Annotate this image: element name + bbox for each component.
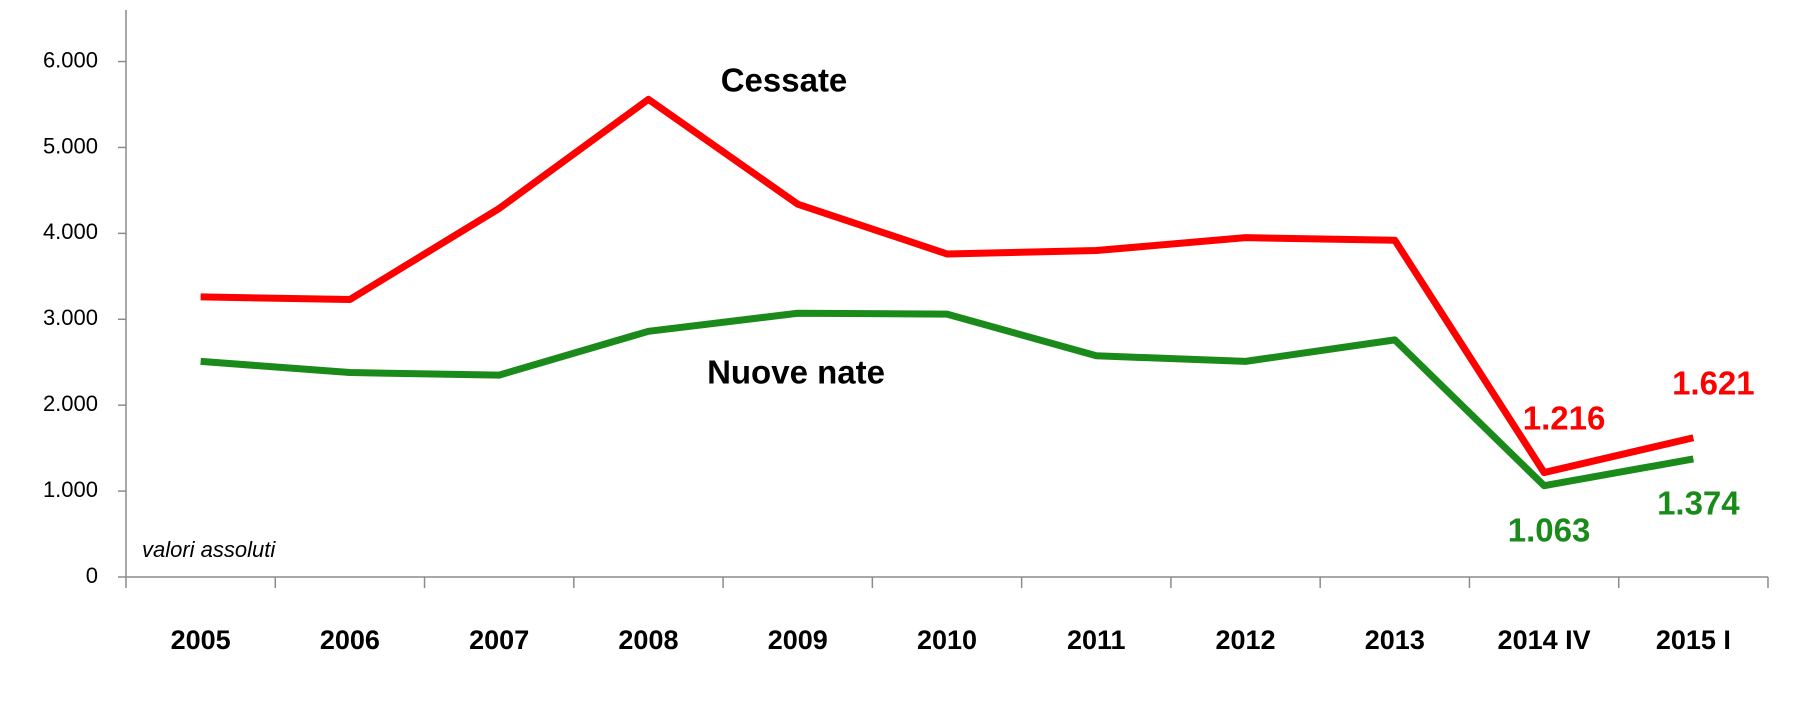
y-tick-label: 1.000 bbox=[43, 477, 98, 502]
y-tick-label: 4.000 bbox=[43, 219, 98, 244]
x-tick-label: 2015 I bbox=[1656, 625, 1731, 655]
series-line bbox=[200, 95, 1695, 477]
y-tick-label: 2.000 bbox=[43, 391, 98, 416]
x-tick-label: 2005 bbox=[171, 625, 231, 655]
annotation: valori assoluti bbox=[142, 537, 276, 562]
series-name: Nuove nate bbox=[707, 354, 885, 391]
x-tick-label: 2011 bbox=[1067, 625, 1126, 655]
x-tick-label: 2010 bbox=[917, 625, 977, 655]
x-tick-label: 2006 bbox=[320, 625, 380, 655]
x-tick-label: 2007 bbox=[469, 625, 529, 655]
y-tick-label: 3.000 bbox=[43, 305, 98, 330]
series-name: Cessate bbox=[721, 62, 848, 99]
x-tick-label: 2008 bbox=[618, 625, 678, 655]
series-line bbox=[200, 309, 1694, 490]
data-label: 1.216 bbox=[1523, 399, 1606, 436]
y-tick-label: 6.000 bbox=[43, 47, 98, 72]
x-tick-label: 2014 IV bbox=[1498, 625, 1591, 655]
x-tick-label: 2012 bbox=[1216, 625, 1276, 655]
y-tick-label: 5.000 bbox=[43, 133, 98, 158]
data-label: 1.374 bbox=[1657, 485, 1740, 522]
x-tick-label: 2013 bbox=[1365, 625, 1425, 655]
x-tick-label: 2009 bbox=[768, 625, 828, 655]
data-label: 1.621 bbox=[1672, 364, 1755, 401]
y-tick-label: 0 bbox=[86, 563, 98, 588]
data-label: 1.063 bbox=[1508, 511, 1591, 548]
